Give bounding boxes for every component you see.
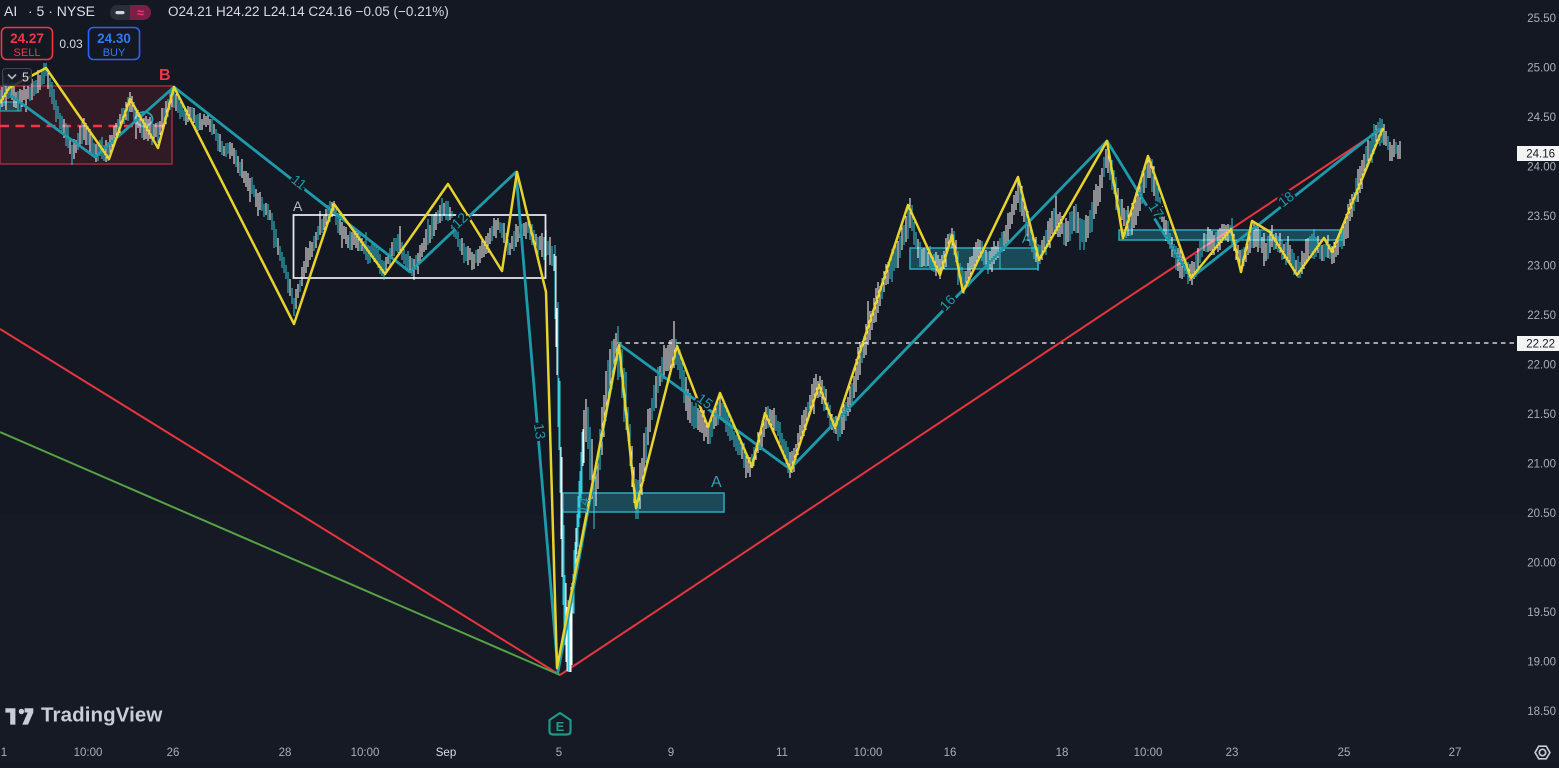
svg-text:10:00: 10:00: [351, 747, 380, 759]
svg-text:19.00: 19.00: [1527, 657, 1556, 669]
svg-text:20.50: 20.50: [1527, 508, 1556, 520]
svg-text:23.50: 23.50: [1527, 211, 1556, 223]
svg-text:26: 26: [167, 747, 180, 759]
svg-text:0.03: 0.03: [59, 37, 83, 51]
svg-text:5: 5: [556, 747, 562, 759]
svg-text:23.00: 23.00: [1527, 261, 1556, 273]
svg-text:11: 11: [776, 747, 788, 759]
svg-text:A: A: [711, 474, 722, 491]
svg-text:16: 16: [944, 747, 957, 759]
svg-text:18.50: 18.50: [1527, 706, 1556, 718]
svg-text:19.50: 19.50: [1527, 607, 1556, 619]
svg-text:22.00: 22.00: [1527, 360, 1556, 372]
svg-text:22.50: 22.50: [1527, 310, 1556, 322]
svg-text:14: 14: [574, 496, 592, 514]
svg-text:25: 25: [1338, 747, 1351, 759]
svg-text:B: B: [159, 67, 171, 84]
svg-text:10:00: 10:00: [74, 747, 103, 759]
svg-text:A: A: [1022, 231, 1031, 246]
svg-text:TradingView: TradingView: [41, 704, 162, 727]
svg-text:18: 18: [1056, 747, 1069, 759]
svg-text:AI: AI: [4, 3, 17, 19]
svg-text:22.22: 22.22: [1526, 339, 1555, 351]
svg-text:24.16: 24.16: [1526, 149, 1555, 161]
svg-text:10:00: 10:00: [1134, 747, 1163, 759]
svg-text:20.00: 20.00: [1527, 558, 1556, 570]
svg-text:O24.21 H24.22 L24.14 C24.16 −0: O24.21 H24.22 L24.14 C24.16 −0.05 (−0.21…: [168, 4, 449, 19]
svg-text:≈: ≈: [137, 5, 144, 20]
svg-text:25.00: 25.00: [1527, 63, 1556, 75]
svg-text:A: A: [293, 198, 303, 214]
svg-text:25.50: 25.50: [1527, 13, 1556, 25]
svg-text:24.00: 24.00: [1527, 162, 1556, 174]
svg-text:23: 23: [1226, 747, 1239, 759]
svg-text:5: 5: [22, 71, 29, 85]
svg-text:24.27: 24.27: [10, 31, 44, 46]
svg-text:9: 9: [668, 747, 674, 759]
svg-text:24.30: 24.30: [97, 31, 131, 46]
svg-text:Sep: Sep: [436, 747, 456, 759]
svg-text:27: 27: [1449, 747, 1462, 759]
svg-text:1: 1: [1, 747, 7, 759]
svg-text:E: E: [556, 719, 565, 734]
svg-text:· 5 · NYSE: · 5 · NYSE: [28, 3, 95, 19]
svg-text:BUY: BUY: [103, 47, 126, 59]
svg-text:21.00: 21.00: [1527, 459, 1556, 471]
svg-text:24.50: 24.50: [1527, 112, 1556, 124]
svg-text:SELL: SELL: [14, 47, 41, 59]
svg-text:21.50: 21.50: [1527, 409, 1556, 421]
svg-text:10:00: 10:00: [854, 747, 883, 759]
svg-text:13: 13: [531, 422, 549, 440]
svg-text:28: 28: [279, 747, 292, 759]
